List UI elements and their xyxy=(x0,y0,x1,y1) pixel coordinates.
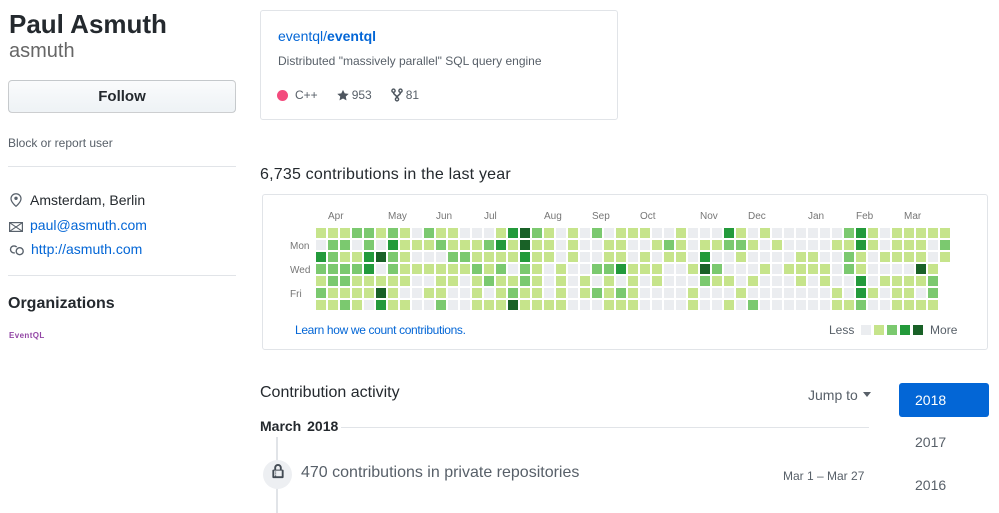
svg-text:Jun: Jun xyxy=(436,211,452,222)
svg-text:Nov: Nov xyxy=(700,211,718,222)
svg-text:Mar: Mar xyxy=(904,211,922,222)
svg-text:Wed: Wed xyxy=(290,265,310,276)
svg-text:Apr: Apr xyxy=(328,211,344,222)
svg-text:Dec: Dec xyxy=(748,211,766,222)
svg-text:Aug: Aug xyxy=(544,211,562,222)
svg-text:Jan: Jan xyxy=(808,211,824,222)
svg-text:Jul: Jul xyxy=(484,211,497,222)
svg-text:Fri: Fri xyxy=(290,289,302,300)
svg-text:Sep: Sep xyxy=(592,211,610,222)
svg-text:Feb: Feb xyxy=(856,211,874,222)
svg-text:Oct: Oct xyxy=(640,211,656,222)
svg-text:May: May xyxy=(388,211,407,222)
svg-text:Mon: Mon xyxy=(290,241,309,252)
